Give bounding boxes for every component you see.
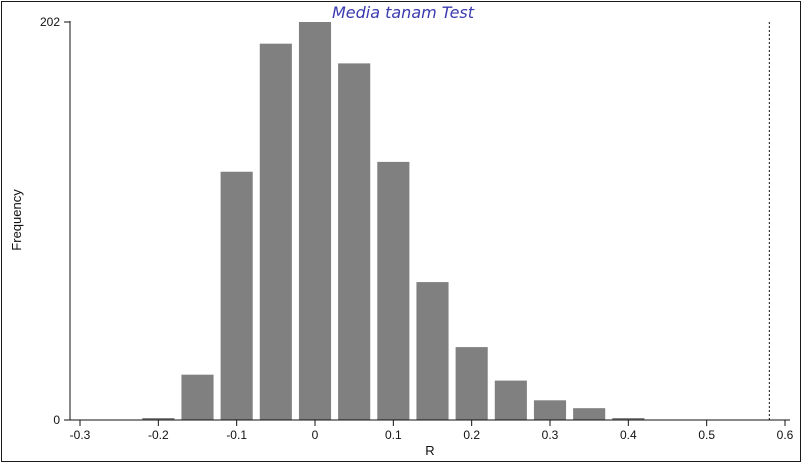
- x-tick-label-1: -0.2: [148, 428, 169, 442]
- y-tick-label-1: 202: [40, 15, 60, 29]
- histogram-bar-7: [416, 282, 449, 420]
- bars-group: [142, 22, 645, 421]
- x-tick-label-2: -0.1: [226, 428, 247, 442]
- x-tick-label-9: 0.6: [777, 428, 794, 442]
- histogram-bar-12: [612, 418, 645, 420]
- histogram-bar-11: [573, 408, 606, 420]
- x-tick-label-8: 0.5: [698, 428, 715, 442]
- y-axis-label: Frequency: [9, 189, 24, 251]
- histogram-bar-5: [338, 63, 371, 421]
- histogram-bar-9: [494, 380, 527, 420]
- x-tick-label-3: 0: [312, 428, 319, 442]
- histogram-bar-10: [533, 400, 567, 420]
- histogram-bar-1: [181, 374, 214, 420]
- histogram-bar-3: [259, 43, 292, 420]
- x-ticks-group: -0.3 -0.2 -0.1 0 0.1 0.2 0.3 0.4 0.5 0.6: [70, 420, 794, 442]
- x-tick-label-6: 0.3: [542, 428, 559, 442]
- y-ticks-group: 0 202: [40, 15, 70, 427]
- histogram-bar-8: [455, 347, 488, 420]
- histogram-bar-4: [298, 22, 332, 420]
- x-tick-label-7: 0.4: [620, 428, 637, 442]
- x-tick-label-0: -0.3: [70, 428, 91, 442]
- chart-title: Media tanam Test: [332, 3, 475, 22]
- histogram-bar-2: [220, 171, 253, 420]
- y-tick-label-0: 0: [53, 413, 60, 427]
- histogram-bar-0: [142, 418, 175, 420]
- x-tick-label-4: 0.1: [385, 428, 402, 442]
- x-axis-label: R: [425, 443, 434, 458]
- histogram-bar-6: [377, 161, 410, 420]
- x-tick-label-5: 0.2: [463, 428, 480, 442]
